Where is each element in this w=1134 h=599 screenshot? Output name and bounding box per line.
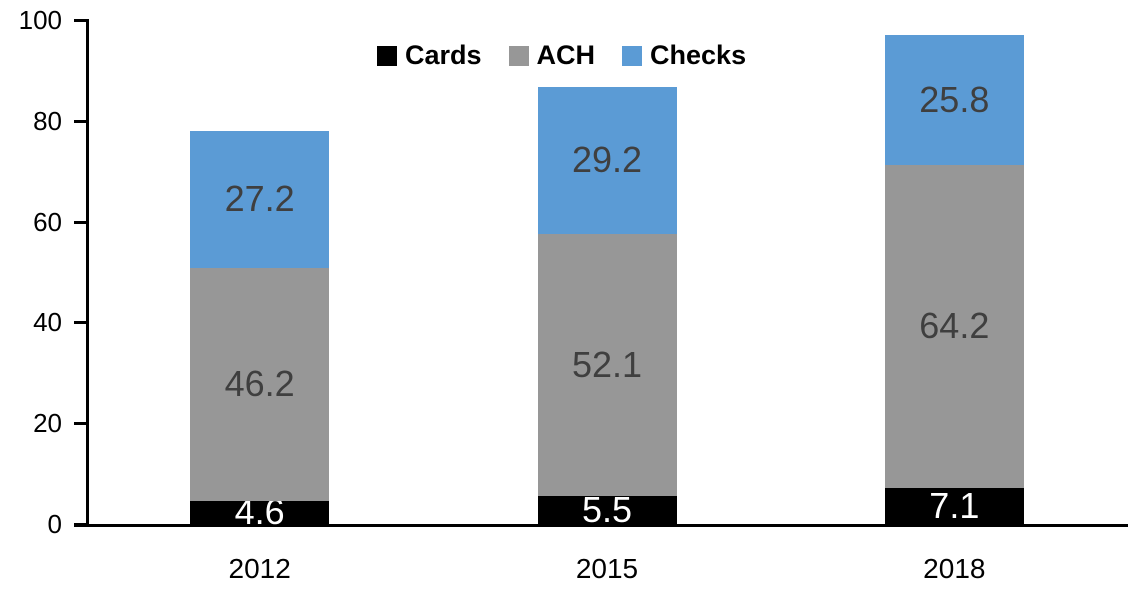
ach-legend-swatch-icon: [508, 45, 529, 66]
bar-segment-value: 29.2: [571, 139, 643, 181]
x-axis-label-2012: 2012: [228, 553, 291, 584]
bar-segment-cards-2015: 5.5: [537, 492, 677, 528]
checks-legend-swatch-icon: [622, 45, 643, 66]
x-axis-label-2015: 2015: [575, 553, 639, 584]
y-axis-tick-label: 80: [33, 105, 62, 136]
legend-item-cards: Cards: [377, 40, 482, 71]
bar-segment-value: 52.1: [571, 343, 643, 385]
bar-segment-ach-2015: 52.1: [537, 233, 677, 497]
x-axis-line: [74, 524, 1128, 527]
y-axis-tick-label: 0: [47, 509, 62, 539]
bar-segment-checks-2012: 27.2: [190, 130, 330, 268]
y-axis-tick: [74, 422, 88, 426]
legend-label-checks: Checks: [650, 40, 747, 70]
legend-item-ach: ACH: [508, 40, 596, 71]
y-axis-tick: [74, 19, 88, 22]
chart-legend: Cards ACH Checks: [377, 40, 746, 71]
bar-segment-value: 46.2: [224, 363, 295, 405]
y-axis-tick: [74, 321, 88, 325]
bar-segment-value: 5.5: [581, 489, 633, 531]
bar-segment-cards-2018: 7.1: [884, 485, 1024, 527]
bar-segment-cards-2012: 4.6: [190, 494, 330, 530]
bar-segment-checks-2015: 29.2: [537, 86, 677, 234]
bar-segment-value: 27.2: [224, 178, 295, 220]
cards-legend-swatch-icon: [377, 45, 397, 66]
bar-segment-ach-2018: 64.2: [884, 164, 1024, 489]
bar-segment-ach-2012: 46.2: [190, 267, 330, 501]
x-axis-label-2018: 2018: [923, 553, 986, 584]
y-axis-tick-label: 40: [33, 307, 62, 338]
y-axis-tick-label: 60: [33, 206, 62, 237]
bar-segment-value: 25.8: [919, 78, 990, 120]
bar-segment-checks-2018: 25.8: [884, 34, 1024, 165]
bar-segment-value: 7.1: [929, 485, 980, 527]
legend-label-cards: Cards: [405, 40, 482, 70]
y-axis-tick: [74, 220, 88, 224]
y-axis-tick: [74, 523, 88, 526]
y-axis-line: [86, 19, 89, 527]
legend-label-ach: ACH: [536, 40, 596, 70]
y-axis-tick: [74, 119, 88, 123]
y-axis-tick-label: 100: [18, 5, 62, 35]
y-axis-tick-label: 20: [33, 408, 62, 439]
legend-item-checks: Checks: [622, 40, 746, 71]
bar-segment-value: 64.2: [919, 305, 990, 347]
